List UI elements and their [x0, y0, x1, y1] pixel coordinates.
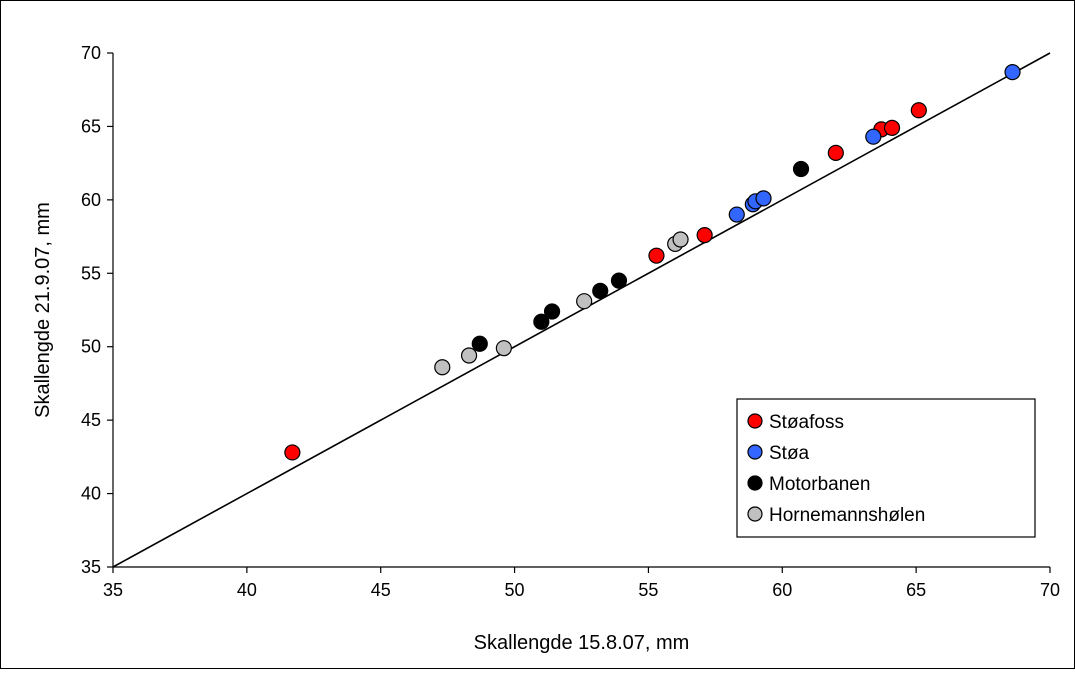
y-tick-label: 50	[81, 337, 101, 357]
x-tick-label: 70	[1040, 580, 1060, 600]
x-tick-label: 40	[237, 580, 257, 600]
legend-label: Støa	[769, 443, 810, 464]
data-point-series-1	[1004, 63, 1021, 81]
legend-label: Støafoss	[769, 412, 844, 433]
data-point-series-2	[533, 313, 550, 330]
data-point-series-0	[910, 102, 927, 119]
x-tick-label: 55	[638, 580, 658, 600]
data-point-series-3	[576, 293, 593, 310]
data-point-series-1	[865, 128, 882, 145]
y-tick-label: 35	[81, 557, 101, 577]
y-axis-label: Skallengde 21.9.07, mm	[32, 202, 54, 418]
data-point-series-1	[755, 190, 772, 207]
x-tick-label: 60	[772, 580, 792, 600]
y-tick-label: 70	[81, 43, 101, 63]
data-point-series-0	[883, 119, 901, 136]
legend-marker	[747, 413, 763, 429]
data-point-series-2	[543, 303, 561, 320]
legend-marker	[747, 444, 763, 460]
data-point-series-0	[284, 444, 301, 461]
legend: Støafoss Støa Motorbanen Hornemannshølen	[736, 398, 1036, 538]
data-point-series-3	[495, 340, 512, 357]
legend-marker	[747, 475, 763, 491]
x-tick-label: 45	[371, 580, 391, 600]
data-points-layer	[284, 63, 1021, 461]
data-point-series-3	[672, 231, 689, 248]
y-tick-label: 55	[81, 263, 101, 283]
data-point-series-3	[434, 359, 451, 376]
data-point-series-0	[696, 227, 713, 244]
y-tick-label: 40	[81, 484, 101, 504]
legend-box	[736, 398, 1036, 538]
data-point-series-3	[460, 347, 478, 364]
data-point-series-2	[792, 160, 810, 178]
data-point-series-2	[471, 335, 488, 352]
data-point-series-1	[728, 206, 745, 223]
reference-line-layer	[112, 52, 1051, 568]
x-axis-label: Skallengde 15.8.07, mm	[474, 632, 690, 654]
x-tick-label: 35	[103, 580, 123, 600]
reference-line	[112, 52, 1051, 568]
legend-marker	[747, 506, 763, 522]
y-tick-label: 65	[81, 116, 101, 136]
data-point-series-0	[827, 144, 844, 161]
y-tick-label: 60	[81, 190, 101, 210]
x-tick-label: 65	[906, 580, 926, 600]
y-tick-label: 45	[81, 410, 101, 430]
axes: 35 40 45 50 55 60 65 70 35 40 45 50 55 60 65 70	[81, 43, 1060, 600]
data-point-series-2	[592, 282, 609, 300]
data-point-series-0	[648, 247, 665, 264]
legend-label: Hornemannshølen	[769, 505, 925, 526]
legend-label: Motorbanen	[769, 474, 870, 495]
x-tick-label: 50	[505, 580, 525, 600]
data-point-series-2	[610, 272, 628, 289]
